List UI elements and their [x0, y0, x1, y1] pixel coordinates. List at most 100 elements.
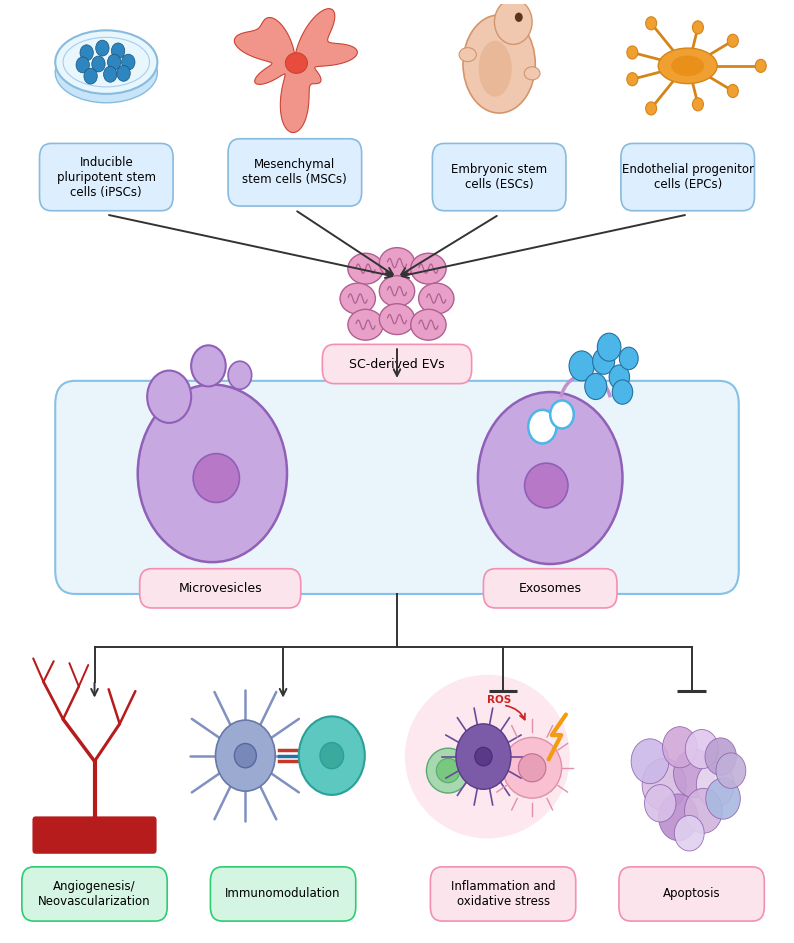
Ellipse shape: [234, 743, 256, 768]
Circle shape: [121, 54, 135, 70]
Text: Endothelial progenitor
cells (EPCs): Endothelial progenitor cells (EPCs): [622, 163, 754, 191]
Circle shape: [673, 749, 715, 798]
Circle shape: [84, 68, 98, 84]
Ellipse shape: [525, 463, 568, 508]
Circle shape: [592, 348, 615, 374]
Text: Embryonic stem
cells (ESCs): Embryonic stem cells (ESCs): [451, 163, 547, 191]
Circle shape: [685, 730, 719, 769]
Circle shape: [674, 816, 704, 851]
Circle shape: [515, 12, 522, 22]
Ellipse shape: [426, 748, 470, 793]
Ellipse shape: [405, 675, 570, 838]
Circle shape: [659, 794, 698, 841]
Text: Exosomes: Exosomes: [518, 582, 582, 595]
Ellipse shape: [410, 309, 446, 340]
Ellipse shape: [380, 275, 414, 306]
FancyBboxPatch shape: [322, 344, 472, 384]
Ellipse shape: [348, 309, 384, 340]
Circle shape: [619, 347, 638, 370]
Circle shape: [727, 85, 738, 97]
Circle shape: [684, 788, 723, 834]
Text: SC-derived EVs: SC-derived EVs: [349, 357, 445, 371]
Circle shape: [117, 65, 130, 81]
Ellipse shape: [479, 41, 511, 97]
Ellipse shape: [56, 30, 157, 94]
Circle shape: [755, 59, 766, 73]
Circle shape: [76, 57, 90, 73]
Text: Immunomodulation: Immunomodulation: [225, 887, 341, 901]
Circle shape: [215, 720, 276, 791]
Text: ROS: ROS: [487, 696, 511, 705]
Ellipse shape: [193, 454, 240, 503]
Circle shape: [662, 727, 697, 768]
Circle shape: [597, 333, 621, 361]
Circle shape: [111, 43, 125, 58]
Circle shape: [692, 21, 703, 34]
Circle shape: [727, 34, 738, 47]
Ellipse shape: [380, 248, 414, 278]
Circle shape: [692, 98, 703, 111]
Circle shape: [569, 351, 594, 381]
FancyBboxPatch shape: [210, 867, 356, 921]
Text: Angiogenesis/
Neovascularization: Angiogenesis/ Neovascularization: [38, 880, 151, 908]
Ellipse shape: [436, 758, 460, 783]
Circle shape: [706, 778, 740, 819]
Circle shape: [107, 54, 121, 70]
Circle shape: [696, 762, 734, 807]
Circle shape: [646, 102, 657, 115]
Text: Microvesicles: Microvesicles: [179, 582, 262, 595]
Ellipse shape: [463, 15, 535, 113]
FancyBboxPatch shape: [228, 139, 361, 207]
Text: Inducible
pluripotent stem
cells (iPSCs): Inducible pluripotent stem cells (iPSCs): [57, 156, 156, 199]
FancyBboxPatch shape: [484, 569, 617, 608]
FancyBboxPatch shape: [40, 143, 173, 210]
FancyBboxPatch shape: [22, 867, 168, 921]
Circle shape: [705, 737, 736, 775]
Circle shape: [528, 410, 557, 443]
Circle shape: [103, 66, 117, 82]
Ellipse shape: [671, 56, 704, 76]
Circle shape: [137, 385, 287, 562]
Circle shape: [642, 758, 686, 811]
Circle shape: [609, 365, 630, 389]
Circle shape: [478, 392, 622, 564]
Circle shape: [456, 724, 511, 789]
Circle shape: [626, 73, 638, 86]
Ellipse shape: [56, 42, 157, 103]
FancyBboxPatch shape: [140, 569, 301, 608]
Circle shape: [92, 56, 105, 72]
Ellipse shape: [380, 304, 414, 335]
Ellipse shape: [503, 737, 561, 798]
Circle shape: [80, 45, 94, 60]
Ellipse shape: [410, 254, 446, 284]
FancyBboxPatch shape: [430, 867, 576, 921]
Circle shape: [584, 373, 607, 400]
Ellipse shape: [524, 67, 540, 80]
Text: Mesenchymal
stem cells (MSCs): Mesenchymal stem cells (MSCs): [242, 158, 347, 187]
FancyBboxPatch shape: [621, 143, 754, 210]
Text: Apoptosis: Apoptosis: [663, 887, 720, 901]
Ellipse shape: [320, 742, 344, 769]
Ellipse shape: [418, 283, 454, 314]
Polygon shape: [234, 8, 357, 133]
Circle shape: [299, 717, 364, 795]
Circle shape: [626, 46, 638, 59]
Circle shape: [147, 371, 191, 422]
Circle shape: [631, 738, 669, 784]
Text: Inflammation and
oxidative stress: Inflammation and oxidative stress: [451, 880, 555, 908]
Circle shape: [646, 17, 657, 30]
Circle shape: [191, 345, 225, 387]
Ellipse shape: [340, 283, 376, 314]
Ellipse shape: [495, 0, 532, 44]
FancyBboxPatch shape: [33, 817, 156, 853]
Circle shape: [612, 380, 633, 405]
Circle shape: [228, 361, 252, 389]
Circle shape: [645, 785, 676, 822]
Circle shape: [716, 753, 746, 788]
FancyBboxPatch shape: [619, 867, 765, 921]
FancyBboxPatch shape: [433, 143, 566, 210]
Ellipse shape: [348, 254, 384, 284]
Ellipse shape: [518, 753, 546, 782]
Ellipse shape: [658, 48, 717, 84]
Circle shape: [550, 401, 574, 428]
